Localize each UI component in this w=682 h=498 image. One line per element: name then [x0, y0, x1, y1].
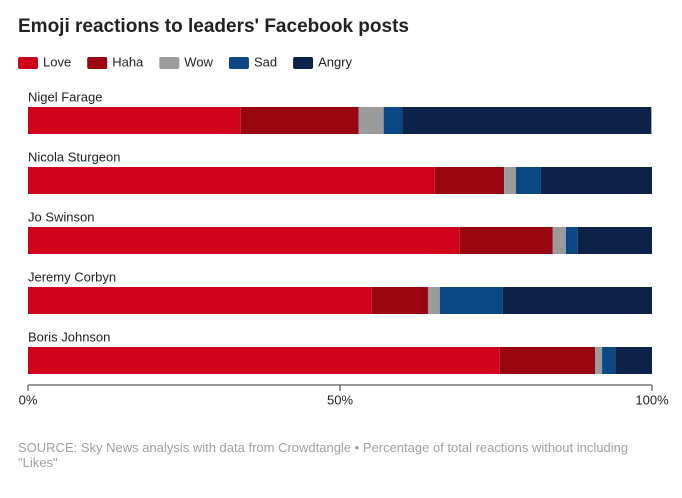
legend-swatch — [159, 57, 180, 69]
category-label: Nicola Sturgeon — [28, 149, 121, 164]
bar-segment — [358, 107, 384, 134]
bar-segment — [427, 287, 440, 314]
legend-label: Haha — [112, 54, 144, 69]
bar-segment — [28, 227, 460, 254]
legend-swatch — [18, 57, 38, 69]
chart-title: Emoji reactions to leaders' Facebook pos… — [18, 16, 409, 37]
legend-label: Sad — [254, 54, 277, 69]
legend-label: Angry — [318, 54, 352, 69]
x-tick-label: 50% — [327, 392, 353, 407]
category-label: Nigel Farage — [28, 89, 102, 104]
bar-segment — [459, 227, 553, 254]
bar-segment — [552, 227, 566, 254]
category-label: Boris Johnson — [28, 329, 110, 344]
bar-segment — [371, 287, 428, 314]
legend-swatch — [87, 57, 108, 69]
bar-segment — [595, 347, 603, 374]
bar-segment — [383, 107, 403, 134]
category-label: Jo Swinson — [28, 209, 94, 224]
bar-segment — [615, 347, 652, 374]
bar-segment — [502, 287, 652, 314]
source-note: SOURCE: Sky News analysis with data from… — [18, 440, 629, 470]
bar-segment — [28, 287, 372, 314]
bar-segment — [602, 347, 616, 374]
legend-swatch — [228, 57, 249, 69]
bar-segment — [28, 107, 241, 134]
bar-segment — [577, 227, 652, 254]
bar-segment — [565, 227, 578, 254]
bar-segment — [240, 107, 359, 134]
x-tick-label: 100% — [635, 392, 669, 407]
legend-label: Wow — [184, 54, 213, 69]
bar-segment — [402, 107, 652, 134]
bar-segment — [439, 287, 503, 314]
chart: Emoji reactions to leaders' Facebook pos… — [18, 16, 669, 407]
category-label: Jeremy Corbyn — [28, 269, 116, 284]
bar-segment — [28, 347, 500, 374]
bar-segment — [434, 167, 505, 194]
bar-segment — [540, 167, 652, 194]
legend-label: Love — [43, 54, 71, 69]
bar-segment — [515, 167, 541, 194]
legend-swatch — [293, 57, 314, 69]
x-tick-label: 0% — [19, 392, 38, 407]
bar-segment — [504, 167, 516, 194]
bar-segment — [499, 347, 596, 374]
bar-segment — [28, 167, 435, 194]
